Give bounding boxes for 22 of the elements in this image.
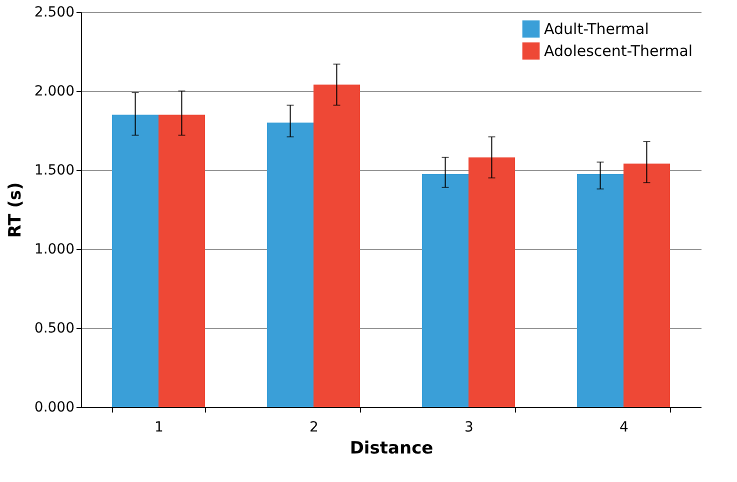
y-tick-label: 2.500 — [34, 4, 74, 20]
legend-label: Adolescent-Thermal — [544, 42, 693, 60]
y-tick-label: 1.500 — [34, 162, 74, 178]
y-tick-label: 0.000 — [34, 400, 74, 416]
bar — [422, 174, 468, 407]
y-tick-label: 2.000 — [34, 84, 74, 100]
bar — [314, 84, 360, 407]
x-tick-label: 2 — [310, 420, 318, 436]
bar — [158, 114, 205, 407]
y-tick-label: 0.500 — [34, 320, 74, 336]
x-tick-label: 3 — [464, 420, 474, 436]
x-tick-label: 4 — [620, 420, 629, 436]
bar — [112, 114, 158, 407]
bar — [624, 164, 670, 407]
y-tick-label: 1.000 — [34, 242, 74, 258]
bar — [577, 174, 624, 407]
x-tick-label: 1 — [154, 420, 164, 436]
bar — [468, 157, 515, 407]
bar — [267, 122, 314, 407]
y-axis-title: RT (s) — [5, 182, 26, 238]
legend-label: Adult-Thermal — [544, 20, 649, 38]
x-axis-title: Distance — [350, 438, 434, 458]
